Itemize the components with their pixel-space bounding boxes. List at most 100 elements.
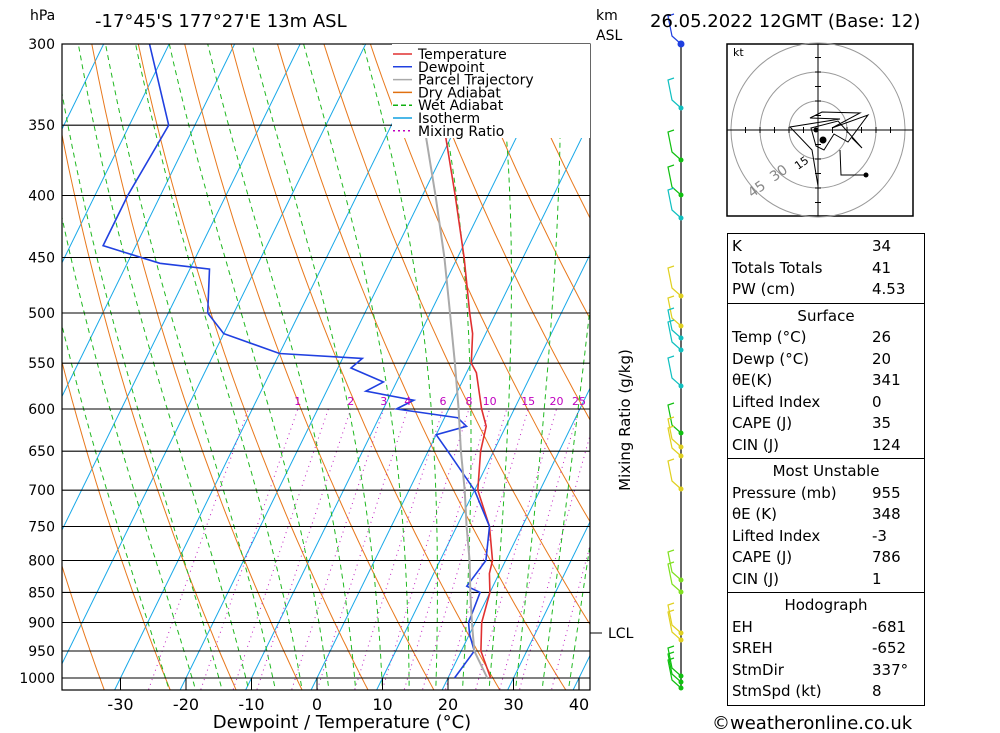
indices-section: K 34 Totals Totals 41 PW (cm) 4.53	[727, 233, 925, 304]
stat-name: CIN (J)	[732, 435, 780, 454]
y-tick-label: 600	[28, 402, 55, 418]
stat-row: Pressure (mb) 955	[732, 483, 920, 505]
stat-name: CAPE (J)	[732, 548, 793, 566]
isotherm-line	[62, 44, 301, 532]
x-axis-label: Dewpoint / Temperature (°C)	[213, 712, 471, 733]
x-tick-labels: -30 -20 -10 0 10 20 30 40	[107, 678, 589, 714]
stat-name: CIN (J)	[732, 569, 780, 588]
stat-row: θE(K) 341	[732, 370, 920, 392]
stat-name: K	[732, 237, 742, 255]
stat-row: Temp (°C) 26	[732, 327, 920, 349]
stat-row: K 34	[732, 236, 920, 258]
stat-value: 341	[872, 371, 901, 389]
stat-value: 348	[872, 505, 901, 523]
lcl-label: LCL	[608, 626, 634, 642]
datetime-title: 26.05.2022 12GMT (Base: 12)	[650, 11, 920, 32]
mixing-ratio-label: 1	[294, 395, 301, 408]
stat-name: EH	[732, 617, 753, 636]
wind-barbs	[667, 13, 685, 691]
legend-label: Wet Adiabat	[418, 98, 504, 114]
wind-barb	[667, 549, 682, 581]
mixing-ratio-line	[403, 408, 491, 690]
stat-value: 4.53	[872, 280, 906, 298]
dry-adiabat-line	[950, 8, 1000, 704]
wind-barb	[667, 295, 682, 327]
stat-row: Lifted Index -3	[732, 526, 920, 548]
dry-adiabat-line	[462, 44, 590, 320]
stat-row: Totals Totals 41	[732, 258, 920, 280]
y-tick-label: 500	[28, 306, 55, 322]
legend-label: Dewpoint	[418, 60, 485, 76]
hodograph: kt 15 30 45	[726, 42, 914, 218]
mixing-ratio-line	[550, 543, 590, 690]
stat-row: EH -681	[732, 617, 920, 639]
mixing-ratio-label: 4	[404, 395, 411, 408]
hodo-storm-line	[839, 149, 866, 176]
mixing-ratio-line	[200, 408, 299, 690]
stat-value: 34	[872, 237, 892, 255]
y-tick-label: 700	[28, 483, 55, 499]
isotherm-line	[62, 44, 367, 665]
stat-row: SREH -652	[732, 638, 920, 660]
isotherm-line	[62, 44, 170, 264]
hodograph-title: Hodograph	[784, 596, 868, 614]
legend-label: Isotherm	[418, 111, 480, 127]
mixing-ratio-labels: 1 2 3 4 6 8 10 15 20 25	[294, 395, 586, 408]
series-temperature	[430, 44, 494, 679]
wind-barb	[667, 416, 682, 448]
wet-adiabat-line	[428, 44, 472, 690]
hodo-trace	[788, 111, 870, 187]
dry-adiabat-line	[369, 44, 590, 523]
dry-adiabat-line	[91, 44, 303, 690]
surface-section: Surface Temp (°C) 26 Dewp (°C) 20 θE(K) 341 Li…	[727, 303, 925, 459]
most-unstable-section: Most Unstable Pressure (mb) 955 θE (K) 348 L…	[727, 459, 925, 593]
stat-name: Lifted Index	[732, 526, 821, 545]
x-tick-label: 20	[438, 695, 458, 714]
stat-name: θE(K)	[732, 371, 773, 389]
mixing-ratio-line	[316, 408, 409, 690]
surface-title: Surface	[797, 306, 855, 325]
x-tick-label: 30	[503, 695, 523, 714]
mixing-ratio-label: 2	[347, 395, 354, 408]
x-tick-label: -30	[107, 695, 133, 714]
most-unstable-title: Most Unstable	[772, 462, 880, 480]
stat-row: StmSpd (kt) 8	[732, 681, 920, 703]
y-tick-label: 350	[28, 118, 55, 134]
location-title: -17°45'S 177°27'E 13m ASL	[95, 11, 347, 32]
wet-adiabat-line	[362, 44, 438, 690]
mixing-ratio-label: 10	[483, 395, 497, 408]
x-tick-label: -20	[173, 695, 199, 714]
stat-value: 35	[872, 414, 892, 432]
mixing-ratio-line	[381, 408, 470, 690]
wind-barb	[667, 319, 682, 351]
wind-barb	[667, 561, 682, 593]
stat-row: CIN (J) 124	[732, 435, 920, 457]
dry-adiabat-line	[230, 44, 501, 690]
stat-name: CAPE (J)	[732, 414, 793, 432]
y-tick-label: 450	[28, 251, 55, 267]
mixing-ratio-line	[291, 408, 385, 690]
y-tick-label: 900	[28, 616, 55, 632]
mixing-ratio-line	[354, 408, 444, 690]
stat-value: 955	[872, 483, 901, 502]
legend-label: Mixing Ratio	[418, 124, 504, 140]
wind-barb	[667, 645, 682, 677]
mixing-ratio-line	[256, 408, 352, 690]
mixing-ratio-line	[444, 408, 529, 690]
stat-row: Lifted Index 0	[732, 392, 920, 414]
wind-barb	[667, 77, 682, 109]
stat-row: StmDir 337°	[732, 660, 920, 682]
wet-adiabat-line	[488, 44, 512, 690]
wet-adiabat-line	[77, 44, 250, 690]
mixing-ratio-label: 8	[466, 395, 473, 408]
wind-barb	[667, 657, 682, 689]
hodo-center-point	[819, 136, 827, 144]
stat-value: 26	[872, 328, 892, 346]
hodo-storm-point	[863, 172, 869, 178]
wind-barb	[667, 425, 682, 457]
stat-name: θE (K)	[732, 505, 777, 523]
chart-guide-lines	[62, 8, 1000, 704]
x-tick-label: 0	[312, 695, 322, 714]
stat-value: -652	[872, 639, 907, 657]
